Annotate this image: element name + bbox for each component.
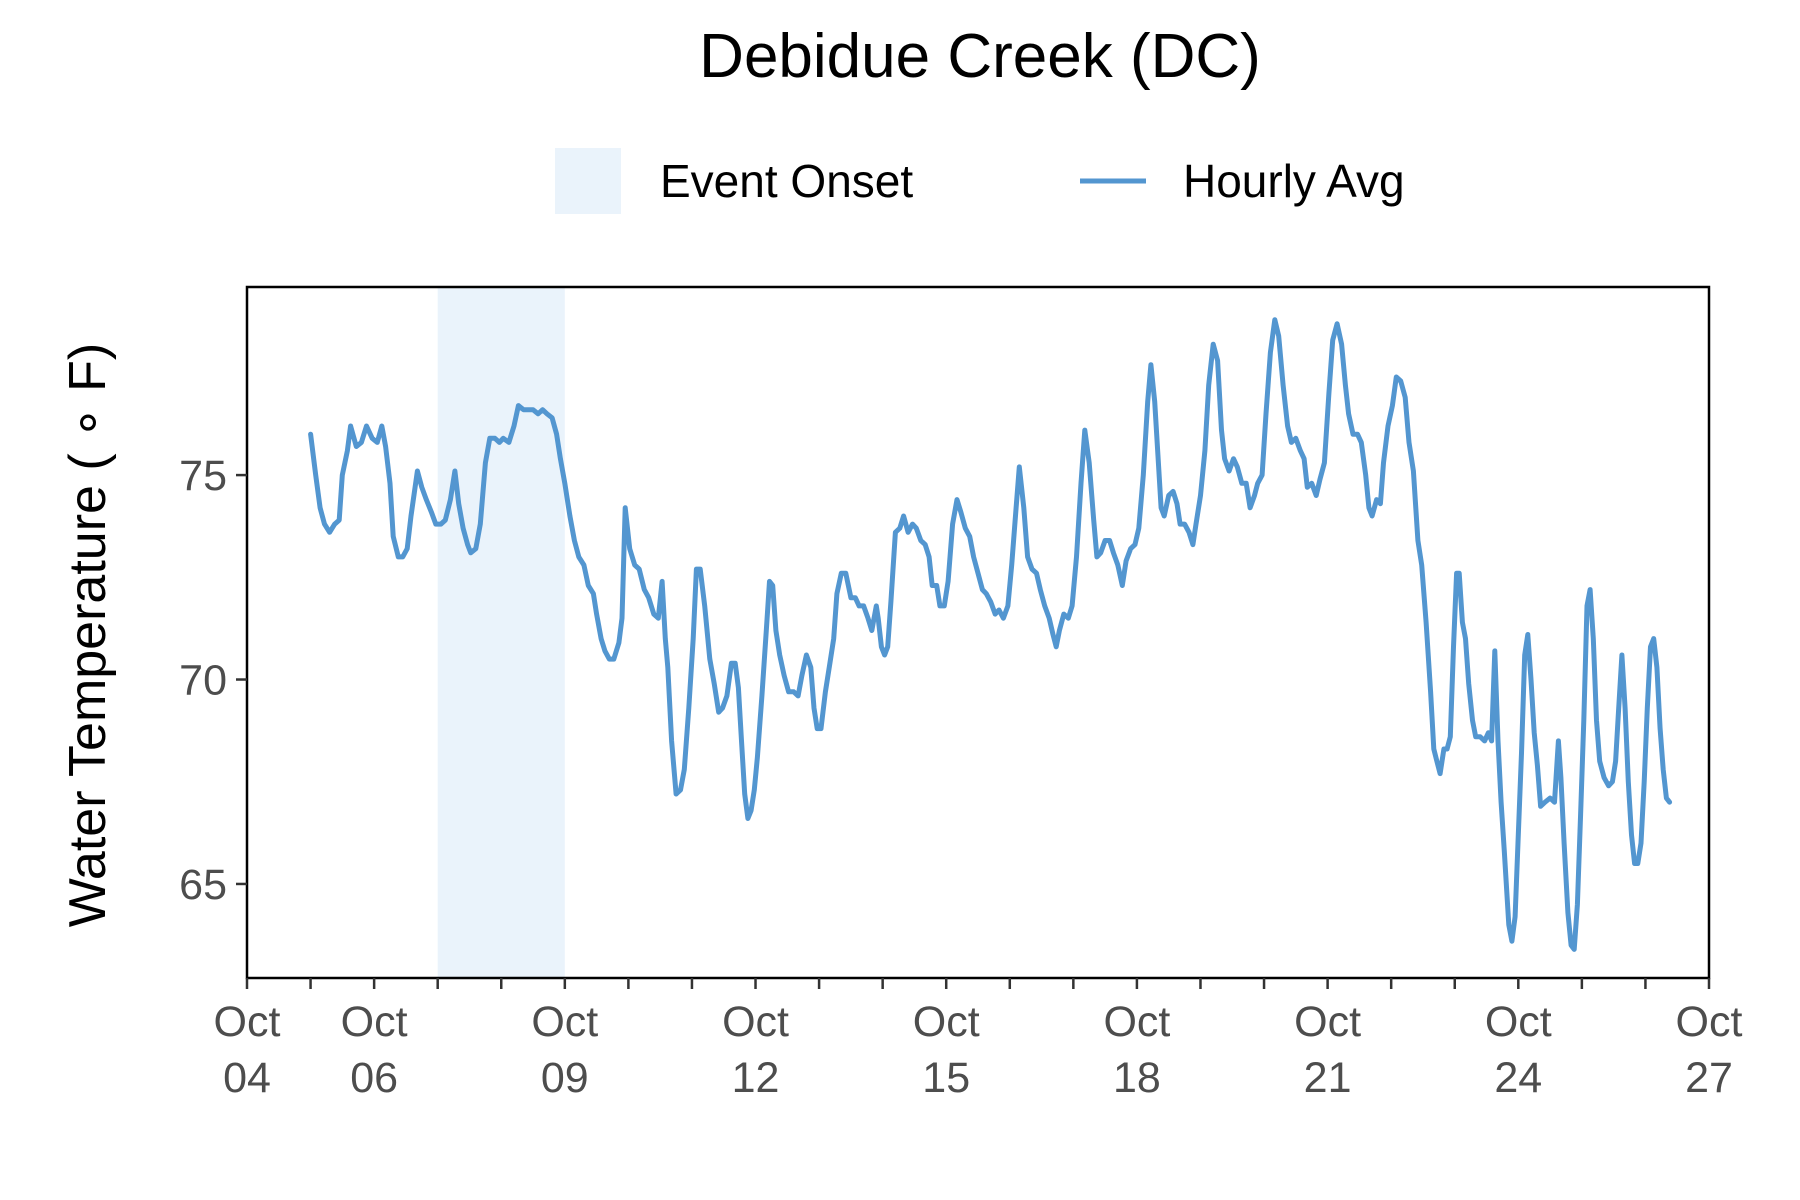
y-axis-label: Water Temperature ( ∘ F) xyxy=(59,343,117,927)
legend-label-event-onset: Event Onset xyxy=(660,155,913,207)
x-tick-label-month: Oct xyxy=(1103,998,1170,1046)
x-tick-label-month: Oct xyxy=(214,998,281,1046)
x-tick-label-day: 21 xyxy=(1304,1054,1352,1102)
x-tick-label-month: Oct xyxy=(1676,998,1743,1046)
plot-panel-border xyxy=(245,285,1711,980)
y-tick-label: 70 xyxy=(179,657,227,705)
x-tick-label-month: Oct xyxy=(913,998,980,1046)
x-tick-label-month: Oct xyxy=(1294,998,1361,1046)
x-tick-label-day: 04 xyxy=(223,1054,271,1102)
event-onset-band xyxy=(437,287,565,978)
x-tick-label-day: 15 xyxy=(922,1054,970,1102)
x-tick-label-month: Oct xyxy=(1485,998,1552,1046)
legend-label-hourly-avg: Hourly Avg xyxy=(1183,155,1405,207)
x-tick-label-month: Oct xyxy=(722,998,789,1046)
plot-area: 65 70 75 Oct 04 Oct 06 Oct 09 Oct 12 Oct 15 Oct 18 Oct 2… xyxy=(179,285,1743,1102)
x-tick-label-day: 12 xyxy=(732,1054,780,1102)
legend: Event Onset Hourly Avg xyxy=(555,148,1405,214)
chart-title: Debidue Creek (DC) xyxy=(699,22,1261,91)
x-tick-label-day: 27 xyxy=(1685,1054,1733,1102)
y-tick-label: 65 xyxy=(179,861,227,909)
x-tick-label-day: 24 xyxy=(1494,1054,1542,1102)
x-tick-label-day: 18 xyxy=(1113,1054,1161,1102)
x-tick-label-day: 06 xyxy=(350,1054,398,1102)
x-tick-label-day: 09 xyxy=(541,1054,589,1102)
y-tick-label: 75 xyxy=(179,452,227,500)
x-tick-label-month: Oct xyxy=(531,998,598,1046)
series-line-hourly-avg xyxy=(308,317,1673,952)
legend-swatch-event-onset xyxy=(555,148,621,214)
x-tick-label-month: Oct xyxy=(341,998,408,1046)
